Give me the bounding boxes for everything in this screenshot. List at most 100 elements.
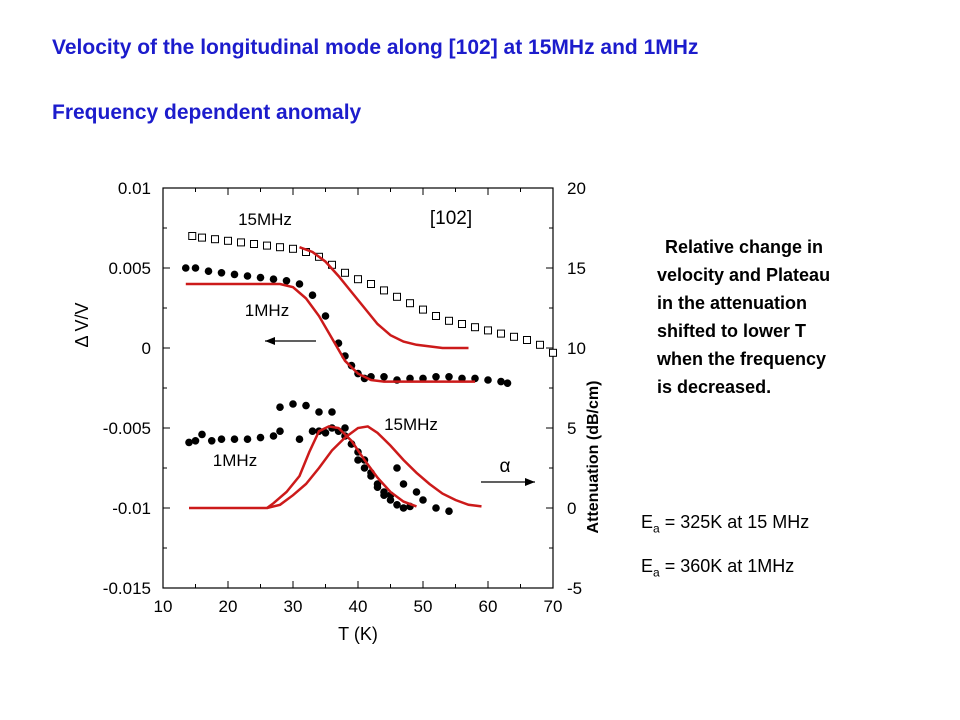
data-point-dot	[497, 377, 505, 386]
data-point-square	[276, 243, 284, 252]
y-right-axis-label: Attenuation (dB/cm)	[585, 381, 602, 534]
y-right-tick-label: -5	[567, 579, 582, 598]
ea-subscript: a	[653, 565, 660, 580]
data-point-dot	[367, 472, 375, 480]
data-point-square	[510, 332, 518, 341]
data-point-square	[354, 275, 362, 284]
data-point-square	[393, 292, 401, 301]
ea-value: = 360K at 1MHz	[659, 556, 795, 576]
y-right-tick-label: 20	[567, 179, 586, 198]
chart-axes	[162, 187, 554, 589]
ea-value: = 325K at 15 MHz	[659, 512, 810, 532]
note-line: shifted to lower T	[657, 321, 807, 341]
data-point-dot	[445, 507, 453, 515]
y-left-tick-label: 0.01	[118, 179, 151, 198]
y-right-tick-label: 5	[567, 419, 576, 438]
data-point-dot	[243, 435, 252, 444]
fit-curve	[185, 282, 475, 383]
data-point-dot	[360, 464, 369, 472]
data-point-dot	[458, 374, 466, 383]
data-point-square	[211, 235, 219, 244]
data-point-dot	[503, 379, 512, 388]
data-point-dot	[445, 373, 453, 381]
fit-curve	[189, 425, 417, 510]
y-right-tick-label: 15	[567, 259, 586, 278]
data-point-dot	[217, 269, 226, 277]
data-point-dot	[380, 373, 388, 381]
x-tick-label: 60	[479, 597, 498, 616]
data-point-square	[523, 336, 531, 344]
data-point-dot	[412, 488, 421, 496]
data-point-square	[367, 280, 375, 288]
data-point-dot	[282, 277, 291, 285]
x-tick-label: 70	[544, 597, 563, 616]
data-point-dot	[191, 264, 200, 272]
note-line: when the frequency	[657, 349, 827, 369]
data-point-square	[549, 348, 557, 357]
chart-labels: T (K) Δ V/V Attenuation (dB/cm) 15MHz [102] 1…	[72, 208, 602, 644]
x-tick-label: 30	[284, 597, 303, 616]
y-right-tick-label: 10	[567, 339, 586, 358]
page-title: Velocity of the longitudinal mode along …	[52, 36, 699, 59]
data-point-dot	[269, 432, 278, 440]
note-line: Relative change in	[665, 237, 824, 257]
y-left-tick-label: -0.005	[103, 419, 151, 438]
data-point-square	[406, 299, 414, 308]
data-point-dot	[269, 275, 278, 284]
data-point-square	[341, 268, 349, 277]
ea-symbol: E	[641, 556, 654, 576]
data-point-dot	[393, 464, 401, 472]
note-line: velocity and Plateau	[657, 265, 831, 285]
data-point-dot	[181, 264, 190, 272]
data-point-square	[198, 233, 206, 242]
page-subtitle: Frequency dependent anomaly	[52, 101, 362, 124]
data-point-dot	[230, 270, 239, 279]
x-axis-label: T (K)	[338, 624, 378, 644]
arrow-left-head	[265, 337, 275, 345]
ea-symbol: E	[641, 512, 654, 532]
data-point-dot	[256, 273, 265, 282]
y-left-tick-label: -0.015	[103, 579, 151, 598]
data-point-dot	[321, 312, 330, 320]
annotation-1mhz-mid: 1MHz	[245, 301, 289, 320]
data-point-square	[237, 238, 245, 247]
data-point-square	[536, 340, 544, 349]
annotation-15mhz-top: 15MHz	[238, 210, 292, 229]
y-left-axis-label: Δ V/V	[72, 302, 92, 347]
data-point-square	[263, 241, 271, 250]
note-line: is decreased.	[657, 377, 772, 397]
data-point-square	[188, 232, 197, 240]
data-point-dot	[308, 427, 317, 436]
data-point-dot	[302, 401, 310, 410]
data-point-square	[497, 329, 505, 338]
data-point-dot	[471, 374, 479, 383]
y-left-tick-label: 0.005	[108, 259, 151, 278]
annotation-15mhz-low: 15MHz	[384, 415, 438, 434]
data-point-dot	[217, 435, 226, 444]
data-point-square	[250, 240, 258, 248]
note-line: in the attenuation	[657, 293, 807, 313]
data-point-square	[458, 320, 466, 328]
annotation-alpha: α	[500, 456, 511, 477]
x-tick-label: 20	[219, 597, 238, 616]
data-point-dot	[393, 501, 401, 509]
data-point-dot	[432, 504, 440, 512]
activation-energy-1mhz: Ea = 360K at 1MHz	[641, 556, 794, 580]
x-tick-label: 40	[349, 597, 368, 616]
chart-series	[181, 232, 557, 515]
ea-subscript: a	[653, 521, 660, 536]
data-point-dot	[230, 435, 239, 444]
data-point-dot	[185, 438, 193, 447]
data-point-dot	[386, 496, 395, 504]
data-point-dot	[276, 427, 284, 436]
x-tick-label: 10	[154, 597, 173, 616]
data-point-dot	[289, 400, 297, 408]
data-point-dot	[198, 430, 206, 439]
data-point-dot	[243, 272, 252, 280]
data-point-dot	[399, 480, 408, 488]
explanation-note: Relative change in velocity and Plateau …	[657, 233, 907, 401]
data-point-dot	[295, 435, 304, 444]
y-left-tick-label: 0	[142, 339, 151, 358]
data-point-dot	[484, 376, 492, 384]
